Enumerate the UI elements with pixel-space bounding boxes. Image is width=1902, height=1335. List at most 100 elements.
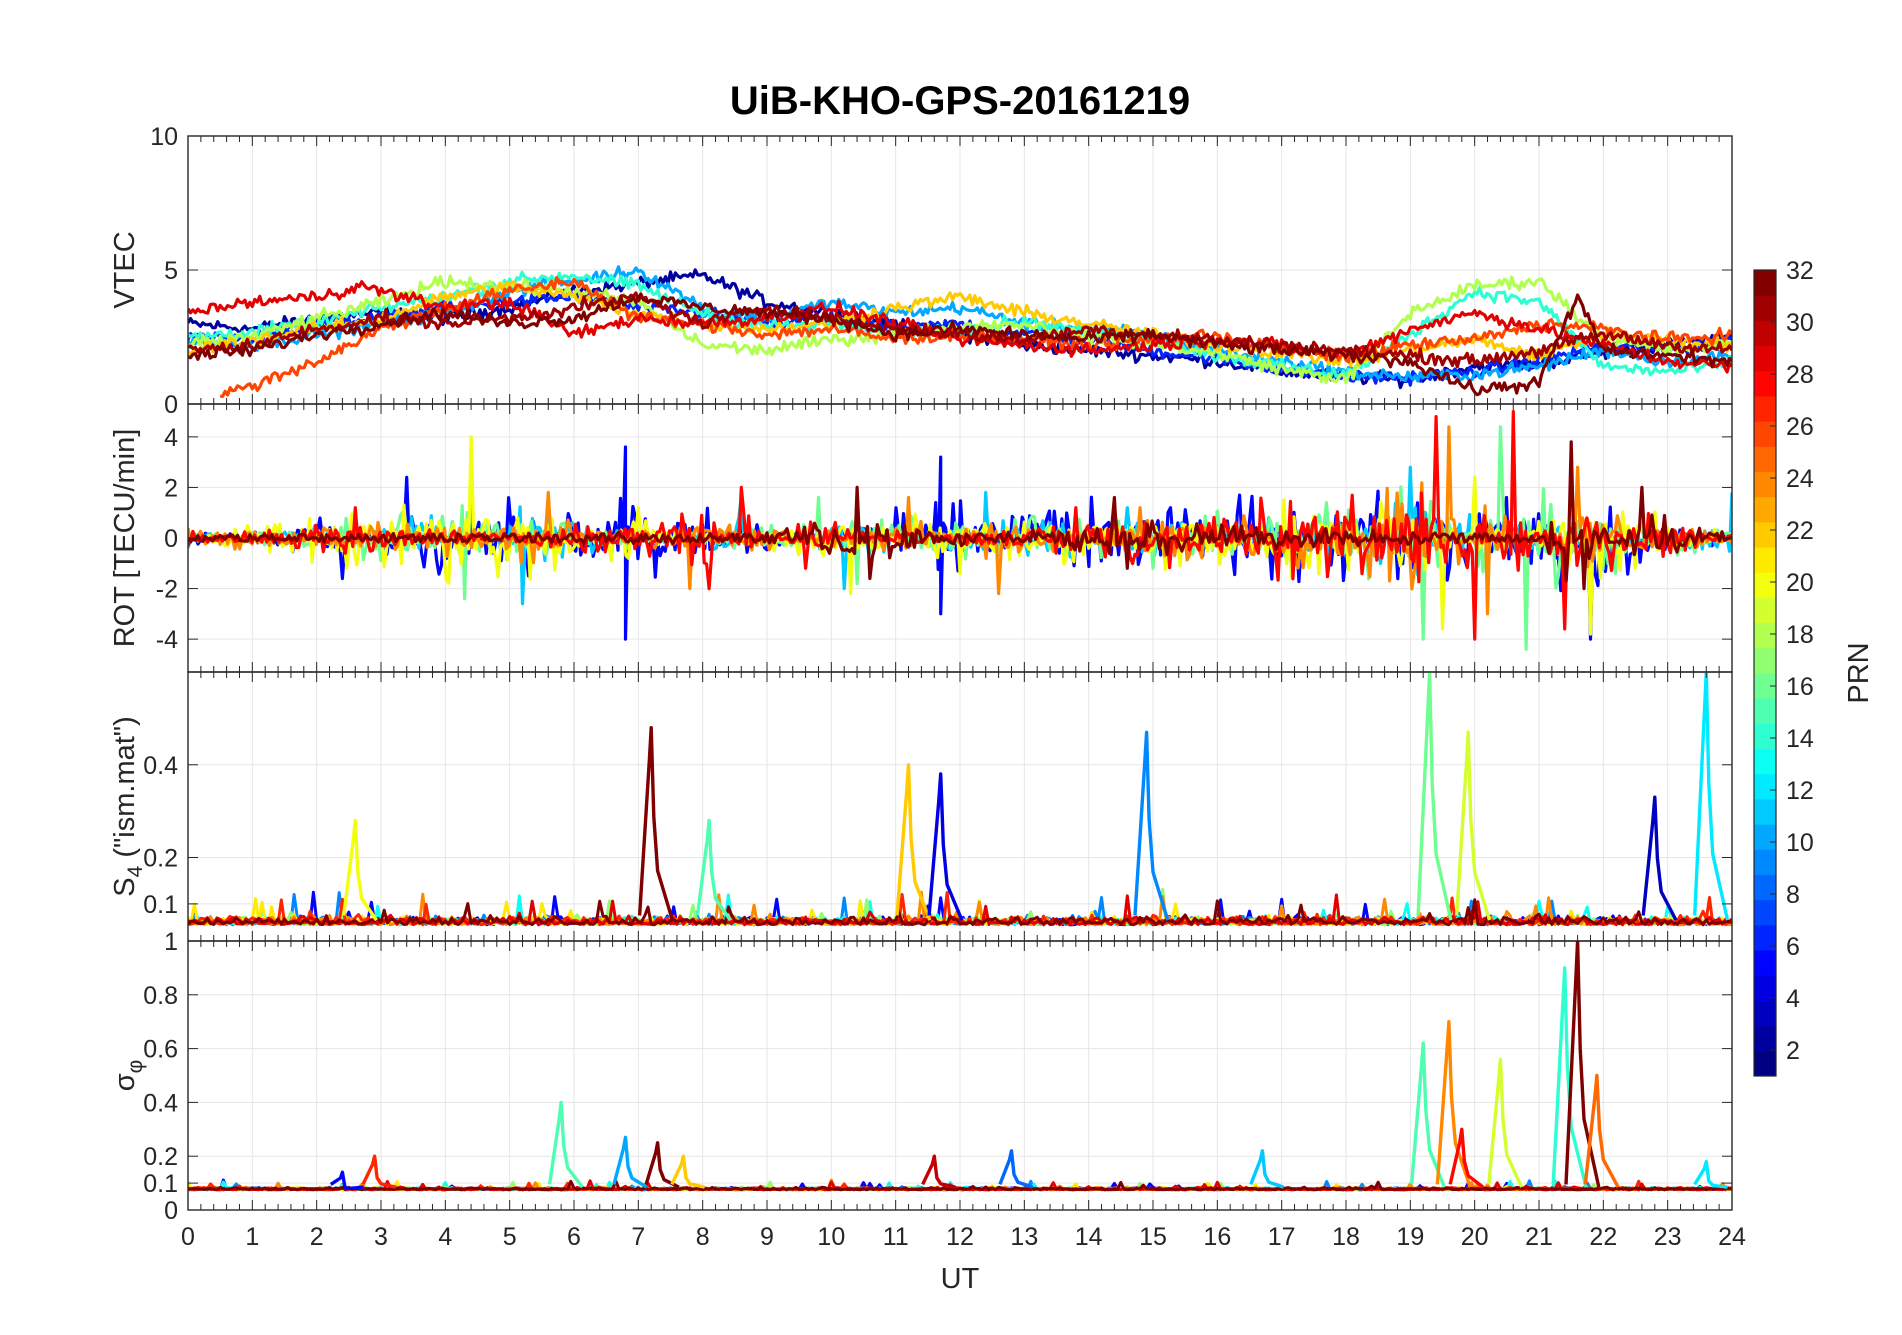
peak-prn-5 [329,1170,364,1191]
y-label-main: σ [109,1073,141,1091]
x-tick-label: 8 [696,1223,710,1251]
colorbar-swatch [1754,295,1776,321]
y-tick-label: 0.2 [143,1143,178,1171]
peak-prn-16 [1416,672,1453,921]
colorbar-swatch [1754,471,1776,498]
series-group [188,410,1732,651]
series-prn-32 [188,440,1732,591]
colorbar-swatch [1754,975,1776,1001]
peak-prn-27 [361,1154,397,1189]
x-tick-label: 6 [567,1223,581,1251]
y-axis-label: S4 ("ism.mat") [109,716,147,897]
colorbar-tick-label: 16 [1786,673,1814,701]
colorbar-tick-label: 28 [1786,361,1814,389]
peak-prn-9 [1133,730,1170,921]
series-group [188,265,1732,398]
x-tick-label: 5 [503,1223,517,1251]
series-group [188,672,1732,927]
series-prn-32 [188,1179,1732,1192]
colorbar-tick-label: 14 [1786,725,1814,753]
y-tick-label: 1 [164,928,178,956]
peak-prn-19 [1455,730,1492,921]
peak-prn-10 [612,1135,648,1189]
peak-prn-32 [637,726,675,921]
panel-vtec: 0 5 10 VTEC [109,123,1733,419]
x-tick-label: 1 [245,1223,259,1251]
series-prn-32 [188,898,1732,927]
y-tick-label: 5 [164,257,178,285]
colorbar-tick-label: 26 [1786,413,1814,441]
peak-prn-15 [1409,1041,1446,1188]
colorbar-swatch [1754,370,1776,397]
colorbar-tick-label: 2 [1786,1037,1800,1065]
colorbar-swatch [1754,1050,1776,1077]
y-label-sub: 4 [124,865,147,877]
colorbar-swatch [1754,773,1776,800]
y-axis-label: ROT [TECU/min] [109,429,141,648]
x-tick-label: 14 [1075,1223,1103,1251]
y-tick-label: 0.6 [143,1036,178,1064]
colorbar-swatch [1754,320,1776,347]
colorbar-swatch [1754,1000,1776,1027]
peak-prn-8 [998,1149,1034,1189]
y-tick-label: -4 [156,626,178,654]
x-tick-label: 2 [310,1223,324,1251]
x-tick-label: 4 [438,1223,452,1251]
colorbar-swatch [1754,748,1776,775]
y-tick-label: 0.8 [143,982,178,1010]
x-tick-label: 18 [1332,1223,1360,1251]
series-prn-32 [188,292,1732,397]
x-tick-label: 0 [181,1223,195,1251]
x-tick-label: 3 [374,1223,388,1251]
y-tick-label: 0.4 [143,752,178,780]
y-tick-label: 10 [150,123,178,151]
x-tick-label: 19 [1396,1223,1424,1251]
colorbar-swatch [1754,647,1776,674]
colorbar-swatch [1754,597,1776,624]
peak-prn-12 [1693,1159,1728,1189]
series-prn-22 [188,280,1732,368]
x-tick-label: 23 [1654,1223,1682,1251]
x-tick-label: 13 [1010,1223,1038,1251]
colorbar-tick-label: 30 [1786,309,1814,337]
x-tick-label: 11 [883,1223,909,1251]
x-tick-label: 16 [1203,1223,1231,1251]
y-tick-label: 0.2 [143,845,178,873]
colorbar-swatch [1754,874,1776,901]
colorbar-swatch [1754,547,1776,573]
y-axis-label: VTEC [109,231,141,308]
colorbar-swatch [1754,395,1776,422]
colorbar-swatch [1754,421,1776,447]
colorbar-swatch [1754,622,1776,649]
peak-prn-4 [927,772,964,921]
y-tick-label: 0.1 [143,1170,178,1198]
y-tick-label: 0 [164,525,178,553]
x-tick-label: 22 [1589,1223,1617,1251]
chart-title: UiB-KHO-GPS-20161219 [730,79,1190,123]
colorbar-swatch [1754,798,1776,825]
colorbar-box [1753,269,1777,1077]
colorbar-swatch [1754,345,1776,372]
x-tick-label: 17 [1268,1223,1296,1251]
y-tick-label: 2 [164,474,178,502]
y-label-rest: ("ism.mat") [109,716,141,865]
colorbar-swatch [1754,270,1776,296]
colorbar-tick-label: 20 [1786,569,1814,597]
colorbar-swatch [1754,572,1776,598]
peak-prn-28 [1448,1127,1485,1189]
colorbar-swatch [1754,849,1776,875]
colorbar-tick-label: 6 [1786,933,1800,961]
colorbar-tick-label: 24 [1786,465,1814,493]
peak-prn-14 [1551,966,1588,1188]
colorbar-swatch [1754,446,1776,472]
x-tick-label: 7 [631,1223,645,1251]
peak-prn-19 [1487,1057,1524,1188]
colorbar-label: PRN [1843,642,1875,703]
series-prn-20 [188,435,1732,636]
colorbar-swatch [1754,521,1776,548]
peak-prn-15 [547,1100,584,1189]
